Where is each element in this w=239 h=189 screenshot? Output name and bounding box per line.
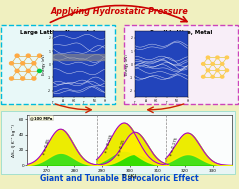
FancyBboxPatch shape xyxy=(1,111,235,174)
Circle shape xyxy=(225,69,228,72)
Circle shape xyxy=(26,54,30,57)
Circle shape xyxy=(38,54,42,57)
Y-axis label: Energy (eV): Energy (eV) xyxy=(125,54,129,75)
Text: contribution: contribution xyxy=(122,118,153,122)
Circle shape xyxy=(225,56,228,59)
Circle shape xyxy=(206,56,210,59)
Circle shape xyxy=(211,63,214,65)
Circle shape xyxy=(221,63,224,65)
Circle shape xyxy=(32,77,36,80)
Circle shape xyxy=(38,69,42,72)
Text: Applying Hydrostatic Pressure: Applying Hydrostatic Pressure xyxy=(51,7,188,16)
Circle shape xyxy=(21,77,25,80)
Circle shape xyxy=(10,77,14,80)
Circle shape xyxy=(216,69,219,72)
Circle shape xyxy=(206,69,210,72)
Circle shape xyxy=(15,54,19,57)
Circle shape xyxy=(26,69,30,72)
Circle shape xyxy=(15,69,19,72)
Text: Ni₁₋ₓFeₓS: Ni₁₋ₓFeₓS xyxy=(201,116,220,120)
Text: x = 0.125: x = 0.125 xyxy=(104,134,114,153)
Circle shape xyxy=(10,62,14,65)
Y-axis label: Energy (eV): Energy (eV) xyxy=(42,54,46,75)
Text: Large Lattice, Nonmetal: Large Lattice, Nonmetal xyxy=(20,30,96,35)
Circle shape xyxy=(201,75,205,78)
Circle shape xyxy=(221,75,224,78)
Text: Electronic: Electronic xyxy=(89,118,114,122)
Bar xyxy=(53,54,105,60)
Circle shape xyxy=(211,75,214,78)
Y-axis label: ΔSᵢₛ (J K⁻¹ kg⁻¹): ΔSᵢₛ (J K⁻¹ kg⁻¹) xyxy=(12,124,16,157)
Text: x = 0.15: x = 0.15 xyxy=(117,139,126,156)
Text: x = 0.05: x = 0.05 xyxy=(43,138,51,155)
Text: Small Lattice, Metal: Small Lattice, Metal xyxy=(150,30,212,35)
Text: x = 0.175: x = 0.175 xyxy=(169,137,179,156)
Circle shape xyxy=(216,56,219,59)
Text: @100 MPa: @100 MPa xyxy=(30,116,53,120)
Circle shape xyxy=(32,62,36,65)
Bar xyxy=(27,115,99,165)
FancyBboxPatch shape xyxy=(124,25,238,104)
Circle shape xyxy=(201,63,205,65)
Bar xyxy=(97,115,168,165)
Bar xyxy=(166,115,232,165)
Text: Giant and Tunable Barocaloric Effect: Giant and Tunable Barocaloric Effect xyxy=(40,174,199,183)
X-axis label: T (K): T (K) xyxy=(122,174,137,179)
FancyBboxPatch shape xyxy=(1,25,115,104)
Circle shape xyxy=(21,62,25,65)
